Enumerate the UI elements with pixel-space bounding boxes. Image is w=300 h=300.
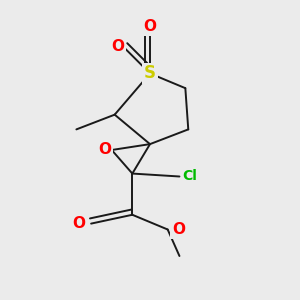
Text: O: O bbox=[72, 216, 85, 231]
Text: O: O bbox=[98, 142, 111, 158]
Text: O: O bbox=[143, 19, 157, 34]
Text: Cl: Cl bbox=[182, 169, 197, 184]
Text: S: S bbox=[144, 64, 156, 82]
Text: O: O bbox=[172, 222, 185, 237]
Text: O: O bbox=[111, 39, 124, 54]
